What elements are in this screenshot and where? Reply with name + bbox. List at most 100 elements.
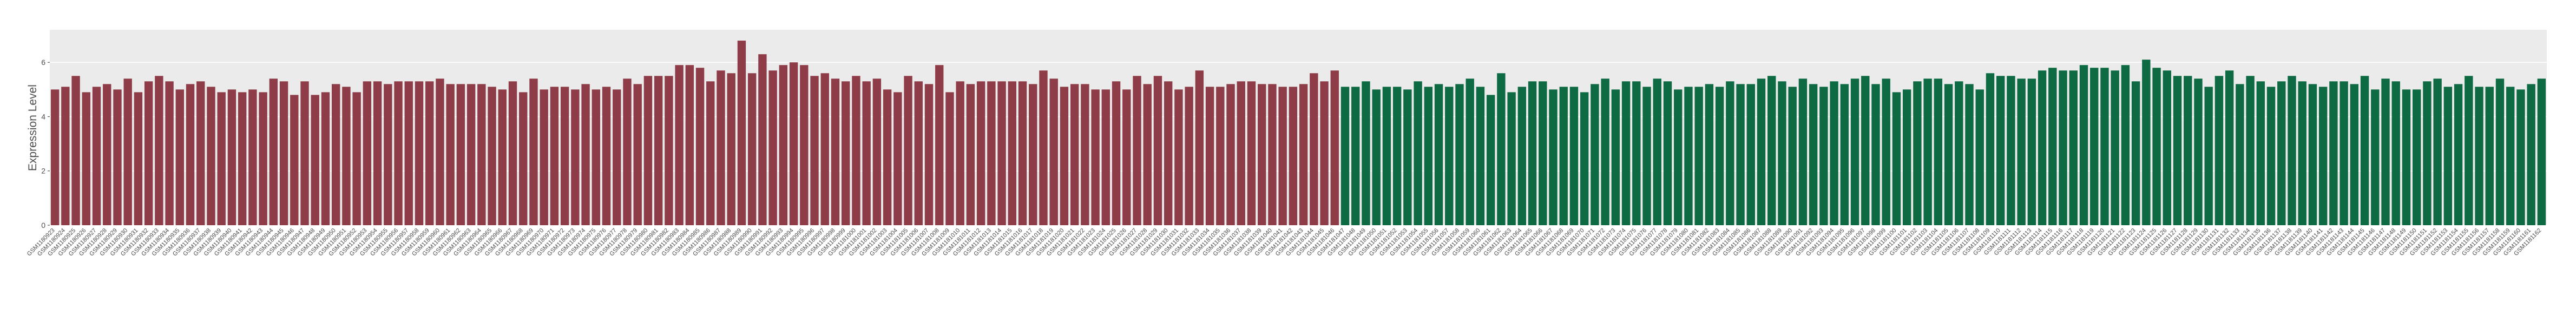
bar bbox=[384, 84, 392, 225]
bar bbox=[1258, 84, 1266, 225]
bar bbox=[238, 92, 247, 225]
bar bbox=[144, 81, 153, 225]
y-tick-label: 6 bbox=[41, 58, 45, 67]
bar bbox=[571, 89, 580, 225]
bar bbox=[1445, 87, 1454, 225]
bar bbox=[196, 81, 205, 225]
bar bbox=[2381, 78, 2390, 225]
bar bbox=[71, 76, 80, 225]
bar bbox=[1403, 89, 1412, 225]
bar bbox=[2027, 78, 2036, 225]
bar bbox=[311, 95, 319, 225]
bar bbox=[1039, 70, 1048, 226]
bar bbox=[2131, 81, 2140, 225]
bar bbox=[1757, 78, 1766, 225]
bar bbox=[498, 89, 507, 225]
bar bbox=[727, 73, 735, 225]
bar bbox=[529, 78, 538, 225]
bar bbox=[1081, 84, 1089, 225]
bar bbox=[862, 81, 871, 225]
bar bbox=[2266, 87, 2276, 225]
bar bbox=[1164, 81, 1173, 225]
bar bbox=[2391, 81, 2400, 225]
bar bbox=[103, 84, 111, 225]
bar bbox=[2204, 87, 2213, 225]
bar bbox=[675, 65, 684, 226]
bar bbox=[1694, 87, 1703, 225]
bar bbox=[924, 84, 934, 225]
bar bbox=[810, 76, 819, 225]
bar bbox=[2100, 68, 2109, 225]
bar bbox=[560, 87, 569, 225]
bar bbox=[987, 81, 996, 225]
bar bbox=[1226, 84, 1235, 225]
y-axis-title: Expression Level bbox=[27, 84, 39, 171]
bar bbox=[248, 89, 257, 225]
bar bbox=[123, 78, 132, 225]
bar bbox=[82, 92, 90, 225]
bar bbox=[2277, 81, 2286, 225]
bar bbox=[2111, 70, 2119, 226]
bar bbox=[217, 92, 226, 225]
bar bbox=[1726, 81, 1734, 225]
bar bbox=[269, 78, 278, 225]
bar bbox=[2537, 78, 2546, 225]
bar bbox=[1684, 87, 1693, 225]
bar bbox=[1330, 70, 1339, 226]
bar bbox=[373, 81, 382, 225]
bar bbox=[2318, 87, 2328, 225]
bar bbox=[1705, 84, 1714, 225]
bar bbox=[2173, 76, 2182, 225]
bar bbox=[92, 87, 101, 225]
bar bbox=[602, 87, 611, 225]
bar bbox=[1247, 81, 1256, 225]
bar bbox=[1767, 76, 1776, 225]
bar bbox=[1809, 84, 1818, 225]
bar bbox=[2090, 68, 2099, 225]
bar bbox=[279, 81, 288, 225]
bar bbox=[842, 81, 850, 225]
bar bbox=[1746, 84, 1755, 225]
bar bbox=[820, 73, 829, 225]
bar bbox=[1965, 84, 1974, 225]
bar bbox=[508, 81, 517, 225]
bar bbox=[737, 41, 746, 226]
bar bbox=[2288, 76, 2296, 225]
bar bbox=[404, 81, 413, 225]
bar bbox=[1539, 81, 1547, 225]
bar bbox=[1788, 87, 1797, 225]
bar bbox=[695, 68, 705, 225]
bar bbox=[1091, 89, 1100, 225]
bar bbox=[2433, 78, 2442, 225]
bar bbox=[1674, 89, 1683, 225]
bar bbox=[113, 89, 122, 225]
bar bbox=[1466, 78, 1474, 225]
bar bbox=[2412, 89, 2421, 225]
bar bbox=[1278, 87, 1287, 225]
bar bbox=[1486, 95, 1495, 225]
bar bbox=[519, 92, 528, 225]
bar bbox=[1310, 73, 1318, 225]
bar bbox=[2516, 89, 2525, 225]
y-tick-label: 4 bbox=[41, 112, 45, 121]
bar bbox=[331, 84, 340, 225]
bar bbox=[227, 89, 236, 225]
bar bbox=[904, 76, 912, 225]
bar bbox=[425, 81, 434, 225]
bar bbox=[633, 84, 642, 225]
bar bbox=[789, 62, 798, 226]
bar bbox=[768, 70, 777, 226]
bar bbox=[1122, 89, 1131, 225]
bar bbox=[1070, 84, 1079, 225]
bar bbox=[1008, 81, 1017, 225]
bar bbox=[1101, 89, 1110, 225]
bar bbox=[2350, 84, 2359, 225]
bar bbox=[2152, 68, 2161, 225]
bar bbox=[1476, 87, 1485, 225]
bar bbox=[1362, 81, 1370, 225]
bar bbox=[2236, 84, 2244, 225]
bar bbox=[2225, 70, 2234, 226]
bar bbox=[1830, 81, 1838, 225]
bar bbox=[2256, 81, 2265, 225]
bar bbox=[2184, 76, 2192, 225]
